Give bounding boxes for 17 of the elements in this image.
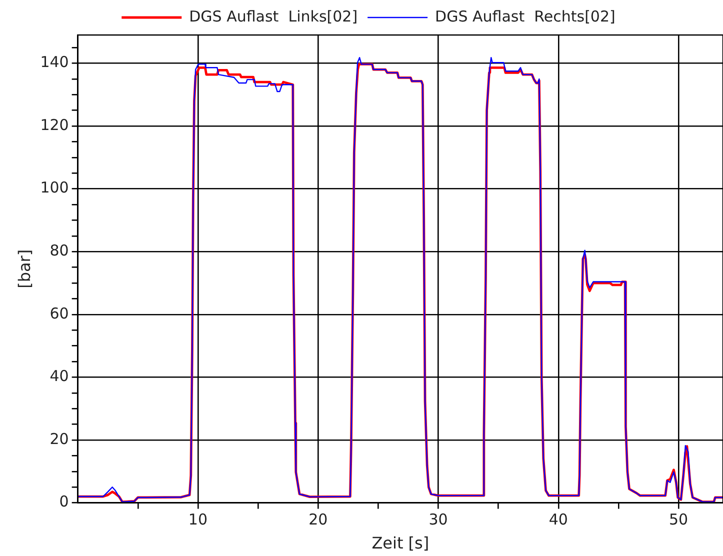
x-axis-title: Zeit [s] [372, 534, 430, 553]
x-tick-label: 50 [669, 510, 688, 529]
y-axis-title: [bar] [14, 249, 34, 288]
legend-label: DGS Auflast Links[02] [189, 7, 358, 26]
legend-label: DGS Auflast Rechts[02] [435, 7, 616, 26]
y-tick-label: 40 [50, 367, 69, 386]
y-tick-label: 100 [40, 178, 69, 197]
x-tick-label: 30 [428, 510, 448, 529]
y-tick-label: 140 [40, 53, 69, 72]
y-tick-label: 80 [50, 242, 69, 260]
x-tick-label: 20 [308, 510, 328, 529]
y-tick-label: 120 [40, 116, 69, 134]
y-tick-label: 0 [59, 492, 69, 511]
x-tick-label: 10 [188, 510, 208, 529]
y-tick-label: 60 [50, 304, 69, 322]
x-tick-label: 40 [548, 510, 568, 529]
y-tick-label: 20 [50, 430, 69, 448]
